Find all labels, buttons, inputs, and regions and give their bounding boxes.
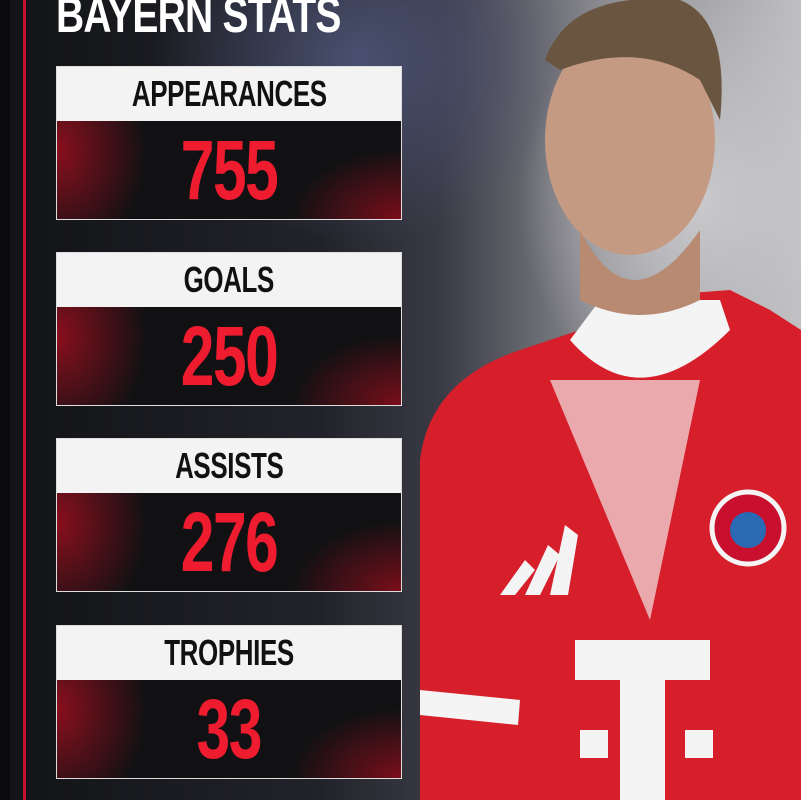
left-border	[0, 0, 10, 800]
stat-label: TROPHIES	[164, 632, 294, 673]
page-title: BAYERN STATS	[56, 0, 341, 43]
stat-value: 33	[196, 682, 263, 776]
stat-value: 250	[180, 309, 279, 403]
stat-label: ASSISTS	[174, 445, 284, 486]
stat-label: APPEARANCES	[131, 73, 327, 114]
red-accent-line	[23, 0, 26, 800]
stat-label: GOALS	[183, 259, 275, 300]
player-photo	[420, 0, 801, 800]
stat-card-assists: ASSISTS 276	[56, 438, 402, 592]
stat-card-appearances: APPEARANCES 755	[56, 66, 402, 220]
stat-value: 755	[180, 123, 279, 217]
stat-value: 276	[180, 495, 279, 589]
stat-card-trophies: TROPHIES 33	[56, 625, 402, 779]
stat-card-goals: GOALS 250	[56, 252, 402, 406]
